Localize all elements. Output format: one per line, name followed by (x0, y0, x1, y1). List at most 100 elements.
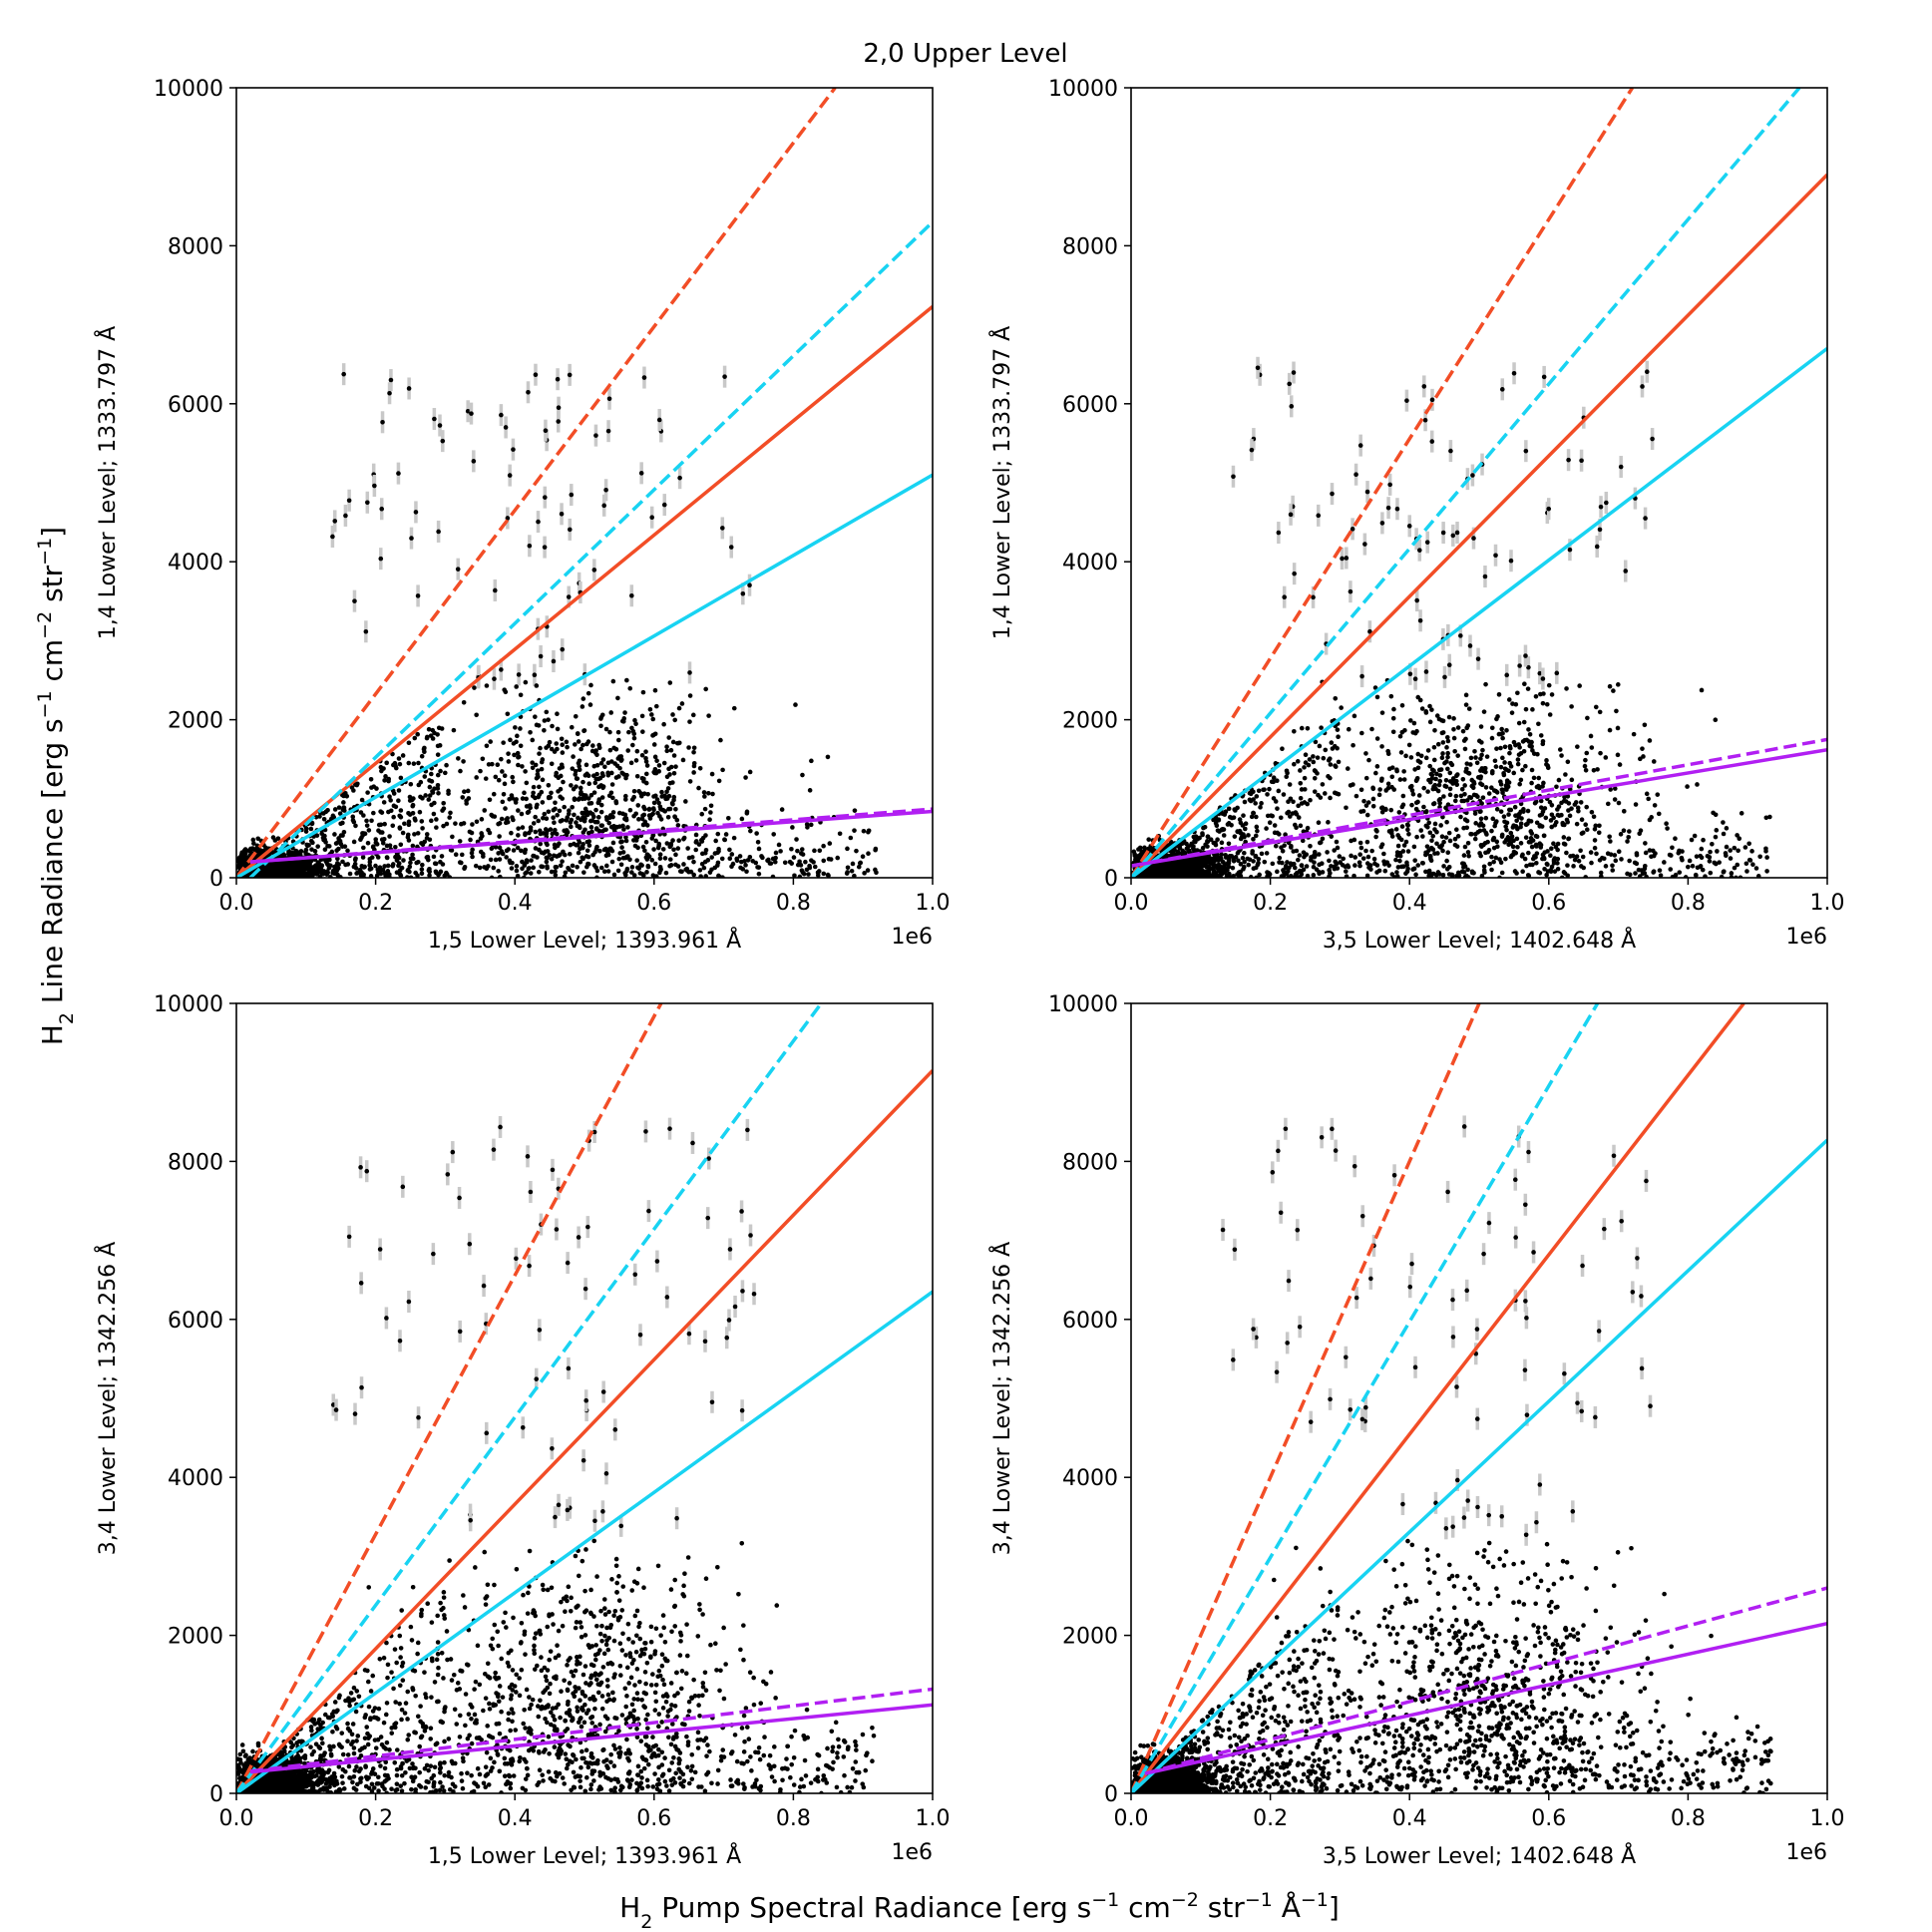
scatter-point (634, 748, 640, 754)
scatter-point (603, 827, 608, 833)
axes-frame (235, 87, 934, 879)
scatter-point (747, 769, 753, 775)
scatter-point (631, 794, 636, 800)
scatter-point (827, 841, 833, 846)
scatter-point (708, 810, 713, 815)
scatter-point (471, 459, 477, 464)
scatter-point (650, 716, 656, 722)
scatter-point (577, 763, 581, 769)
scatter-point (608, 846, 613, 852)
scatter-point (451, 727, 457, 733)
scatter-point (587, 702, 593, 707)
scatter-point (584, 809, 589, 815)
scatter-point (799, 847, 805, 852)
scatter-point (493, 774, 499, 780)
scatter-point (593, 776, 598, 782)
scatter-point (1142, 845, 1147, 851)
scatter-point (585, 773, 591, 779)
scatter-point (1136, 847, 1141, 852)
scatter-point (557, 841, 562, 847)
scatter-point (332, 519, 338, 524)
scatter-point (405, 832, 411, 838)
scatter-point (585, 690, 591, 696)
scatter-point (332, 807, 338, 812)
scatter-point (707, 817, 712, 823)
scatter-point (379, 837, 385, 843)
scatter-point (572, 812, 577, 818)
scatter-point (487, 797, 493, 803)
scatter-point (651, 800, 657, 806)
scatter-point (558, 794, 563, 800)
scatter-point (598, 802, 604, 808)
scatter-point (583, 854, 589, 859)
scatter-point (569, 724, 575, 730)
scatter-point (541, 815, 546, 821)
scatter-point (773, 855, 778, 861)
scatter-point (795, 848, 800, 854)
scatter-point (520, 859, 525, 865)
scatter-point (516, 762, 521, 768)
scatter-point (483, 776, 489, 781)
scatter-point (676, 705, 682, 711)
scatter-point (514, 684, 519, 689)
scatter-point (472, 685, 477, 690)
scatter-point (441, 823, 446, 829)
scatter-point (533, 762, 539, 768)
scatter-point (502, 687, 507, 692)
scatter-point (396, 788, 402, 793)
scatter-points (1131, 356, 1772, 878)
scatter-point (852, 873, 857, 878)
scatter-point (508, 737, 513, 743)
scatter-point (504, 848, 510, 854)
scatter-point (504, 855, 509, 860)
scatter-point (1673, 836, 1678, 842)
scatter-point (352, 598, 357, 603)
scatter-point (448, 847, 454, 853)
scatter-point (684, 866, 690, 872)
scatter-point (640, 813, 645, 819)
scatter-point (690, 712, 696, 718)
scatter-point (622, 873, 628, 878)
scatter-point (378, 822, 384, 828)
scatter-point (546, 717, 551, 722)
scatter-point (653, 793, 658, 799)
scatter-point (545, 864, 550, 869)
scatter-point (334, 848, 339, 853)
scatter-point (518, 743, 524, 749)
scatter-point (346, 498, 352, 504)
scatter-point (640, 729, 645, 734)
figure-xlabel: H2 Pump Spectral Radiance [erg s−1 cm−2 … (619, 1889, 1340, 1932)
scatter-point (523, 847, 529, 853)
scatter-point (436, 790, 441, 796)
scatter-point (580, 855, 585, 861)
scatter-point (264, 866, 270, 871)
scatter-point (470, 822, 475, 827)
scatter-point (642, 806, 647, 812)
scatter-point (534, 804, 540, 810)
x-tick-label: 0.0 (219, 891, 254, 916)
scatter-point (340, 820, 345, 826)
scatter-point (496, 777, 502, 783)
scatter-point (480, 756, 486, 762)
scatter-point (441, 800, 446, 806)
scatter-point (308, 866, 314, 872)
scatter-point (570, 804, 575, 810)
scatter-point (342, 844, 348, 849)
scatter-point (756, 871, 762, 877)
scatter-point (622, 797, 628, 802)
scatter-point (608, 710, 614, 715)
scatter-point (540, 800, 546, 805)
scatter-point (793, 702, 798, 707)
scatter-point (681, 862, 686, 867)
scatter-point (511, 447, 516, 452)
scatter-point (652, 687, 658, 693)
scatter-point (429, 771, 434, 777)
scatter-point (703, 847, 709, 853)
scatter-point (469, 830, 475, 836)
scatter-point (603, 815, 609, 820)
scatter-point (558, 773, 564, 779)
scatter-point (524, 804, 530, 809)
scatter-point (566, 594, 572, 599)
scatter-point (530, 737, 536, 743)
scatter-point (538, 653, 544, 659)
